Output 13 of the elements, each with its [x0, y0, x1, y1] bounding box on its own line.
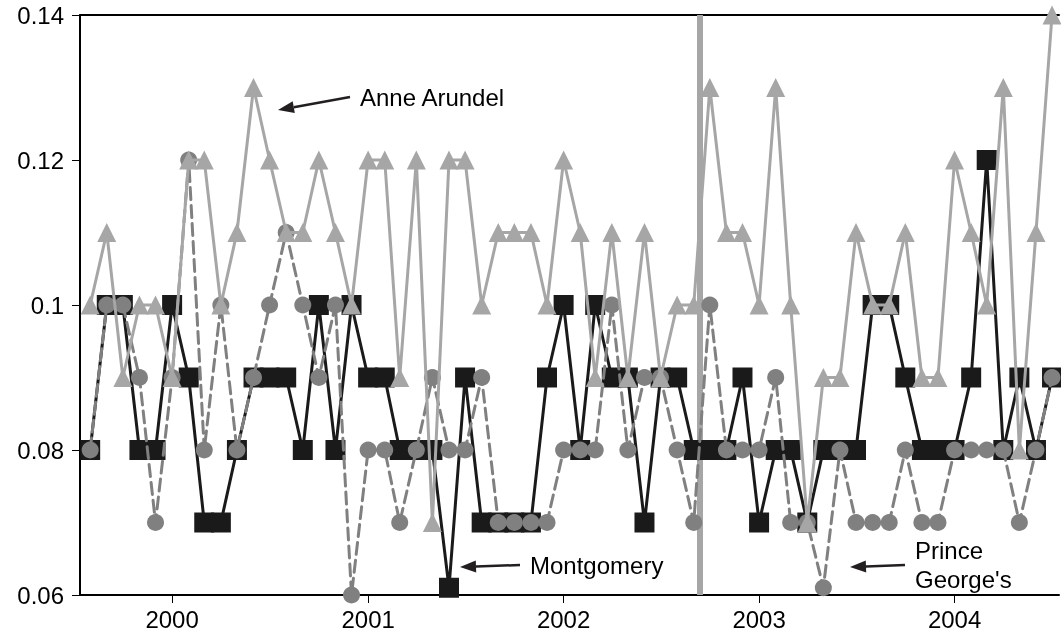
annotation: Prince George's: [915, 537, 1012, 593]
x-tick-label: 2003: [732, 605, 786, 633]
annotation: Anne Arundel: [360, 83, 505, 111]
annotation: Montgomery: [530, 551, 664, 579]
y-tick-label: 0.1: [30, 291, 64, 319]
y-tick-label: 0.14: [17, 1, 64, 29]
y-tick-label: 0.12: [17, 146, 64, 174]
x-tick-label: 2000: [145, 605, 199, 633]
y-tick-label: 0.06: [17, 581, 64, 609]
x-tick-label: 2001: [341, 605, 395, 633]
x-tick-label: 2004: [927, 605, 982, 633]
x-tick-label: 2002: [536, 605, 591, 633]
y-tick-label: 0.08: [17, 436, 64, 464]
